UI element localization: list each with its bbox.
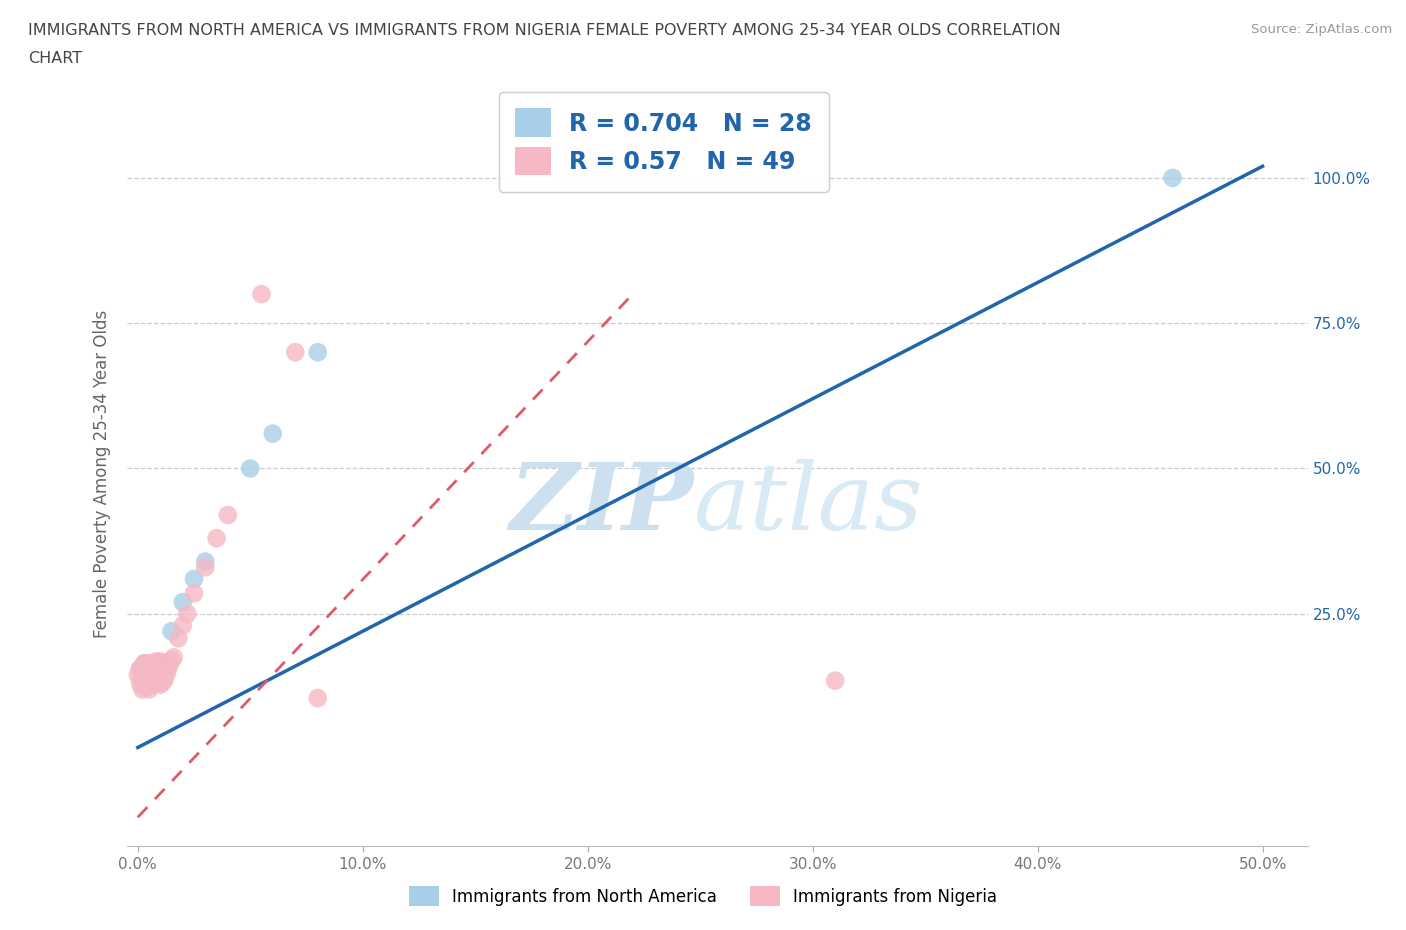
Point bbox=[145, 668, 167, 683]
Point bbox=[134, 679, 156, 694]
Legend: R = 0.704   N = 28, R = 0.57   N = 49: R = 0.704 N = 28, R = 0.57 N = 49 bbox=[499, 92, 828, 192]
Point bbox=[138, 665, 160, 680]
Point bbox=[146, 665, 169, 680]
Point bbox=[149, 654, 172, 669]
Point bbox=[176, 606, 198, 621]
Point bbox=[141, 666, 163, 681]
Point bbox=[138, 658, 160, 673]
Point bbox=[284, 345, 307, 360]
Point bbox=[145, 654, 167, 669]
Point bbox=[194, 560, 217, 575]
Text: Source: ZipAtlas.com: Source: ZipAtlas.com bbox=[1251, 23, 1392, 36]
Point bbox=[131, 671, 153, 685]
Point bbox=[156, 666, 179, 681]
Point bbox=[152, 661, 174, 676]
Point bbox=[149, 666, 172, 681]
Text: atlas: atlas bbox=[693, 459, 922, 549]
Point bbox=[135, 679, 157, 694]
Y-axis label: Female Poverty Among 25-34 Year Olds: Female Poverty Among 25-34 Year Olds bbox=[93, 311, 111, 638]
Point bbox=[824, 673, 846, 688]
Point bbox=[142, 658, 165, 673]
Point bbox=[153, 671, 176, 686]
Point bbox=[146, 661, 169, 676]
Point bbox=[142, 665, 165, 680]
Point bbox=[152, 675, 174, 690]
Text: CHART: CHART bbox=[28, 51, 82, 66]
Point bbox=[135, 661, 157, 676]
Point bbox=[134, 668, 156, 683]
Point bbox=[129, 661, 152, 676]
Point bbox=[138, 656, 160, 671]
Point bbox=[146, 673, 169, 688]
Point bbox=[183, 586, 205, 601]
Point bbox=[262, 426, 284, 441]
Text: IMMIGRANTS FROM NORTH AMERICA VS IMMIGRANTS FROM NIGERIA FEMALE POVERTY AMONG 25: IMMIGRANTS FROM NORTH AMERICA VS IMMIGRA… bbox=[28, 23, 1062, 38]
Point bbox=[134, 656, 156, 671]
Point bbox=[183, 571, 205, 587]
Point bbox=[127, 668, 149, 683]
Point bbox=[156, 656, 179, 671]
Point bbox=[172, 595, 194, 610]
Point bbox=[194, 554, 217, 569]
Point bbox=[160, 653, 183, 668]
Point bbox=[152, 661, 174, 676]
Point bbox=[129, 661, 152, 676]
Point bbox=[153, 658, 176, 673]
Point bbox=[163, 650, 186, 665]
Point bbox=[131, 668, 153, 683]
Point bbox=[1161, 170, 1184, 185]
Point bbox=[153, 656, 176, 671]
Point bbox=[138, 682, 160, 697]
Point bbox=[142, 677, 165, 692]
Point bbox=[160, 624, 183, 639]
Point bbox=[129, 676, 152, 691]
Point bbox=[172, 618, 194, 633]
Point bbox=[217, 508, 239, 523]
Point bbox=[145, 675, 167, 690]
Point bbox=[141, 676, 163, 691]
Point bbox=[239, 461, 262, 476]
Point bbox=[134, 656, 156, 671]
Text: ZIP: ZIP bbox=[509, 459, 693, 549]
Point bbox=[157, 658, 180, 673]
Point bbox=[134, 665, 156, 680]
Point bbox=[250, 286, 273, 301]
Point bbox=[149, 656, 172, 671]
Point bbox=[138, 673, 160, 688]
Legend: Immigrants from North America, Immigrants from Nigeria: Immigrants from North America, Immigrant… bbox=[402, 880, 1004, 912]
Point bbox=[307, 345, 329, 360]
Point bbox=[131, 658, 153, 673]
Point bbox=[149, 677, 172, 692]
Point bbox=[142, 666, 165, 681]
Point bbox=[167, 631, 190, 645]
Point bbox=[145, 665, 167, 680]
Point bbox=[145, 661, 167, 676]
Point bbox=[141, 668, 163, 683]
Point bbox=[149, 658, 172, 673]
Point bbox=[141, 656, 163, 671]
Point bbox=[205, 531, 228, 546]
Point bbox=[138, 671, 160, 685]
Point bbox=[131, 682, 153, 697]
Point bbox=[142, 658, 165, 672]
Point bbox=[135, 668, 157, 683]
Point bbox=[135, 658, 157, 673]
Point bbox=[141, 661, 163, 676]
Point bbox=[138, 665, 160, 680]
Point bbox=[307, 691, 329, 706]
